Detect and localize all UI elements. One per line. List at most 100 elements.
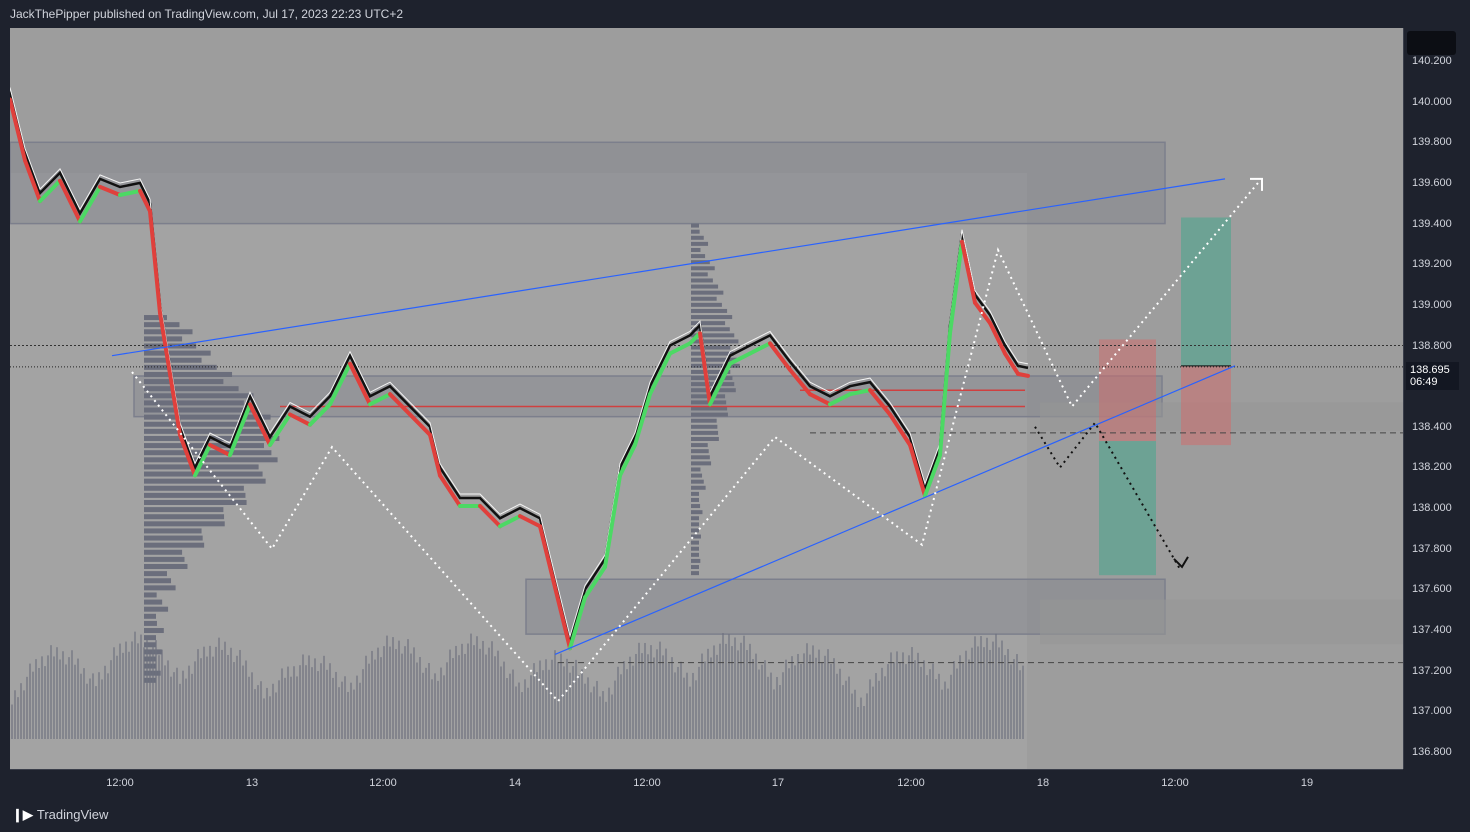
trend-ma-segment (828, 392, 852, 407)
volume-profile-bar (144, 457, 278, 463)
volume-profile-bar (691, 485, 706, 490)
volume-profile-bar (144, 499, 247, 505)
trend-ma-segment (923, 453, 942, 498)
trend-ma-segment (568, 595, 587, 651)
trendline (554, 365, 1236, 655)
trend-ma-segment (788, 367, 812, 397)
trend-ma-segment (158, 310, 172, 376)
volume-profile-bar (144, 585, 176, 591)
volume-profile-bar (691, 436, 719, 441)
price-tick-label: 138.000 (1412, 502, 1452, 515)
trend-ma-segment (908, 442, 927, 498)
price-tick-label: 139.200 (1412, 258, 1452, 271)
trend-ma-segment (178, 432, 197, 478)
volume-profile-bar (691, 473, 703, 478)
trend-ma-segment (538, 524, 557, 590)
volume-profile-bar (691, 565, 699, 570)
time-tick-label: 14 (508, 777, 522, 789)
chart-settings-box[interactable] (1407, 31, 1456, 55)
volume-profile-bar (691, 534, 701, 539)
trend-ma-segment (368, 392, 392, 407)
volume-profile-bar (691, 467, 701, 472)
volume-profile-bar (691, 430, 719, 435)
volume-profile-bar (691, 357, 737, 362)
trend-ma-segment (193, 442, 212, 478)
short-stop-box (1099, 339, 1156, 442)
time-tick-label: 18 (1036, 777, 1050, 789)
trend-ma-segment (698, 331, 712, 407)
trend-ma-segment (768, 341, 792, 372)
trend-ma-segment (138, 188, 152, 214)
volume-profile-bar (691, 510, 703, 515)
volume-profile-bar (691, 540, 699, 545)
volume-profile-bar (691, 333, 735, 338)
volume-profile-bar (691, 290, 724, 295)
volume-profile-bar (144, 379, 224, 385)
volume-profile-bar (144, 350, 211, 356)
volume-profile-bar (691, 247, 701, 252)
time-axis[interactable]: 12:00 13 12:00 14 12:00 17 12:00 18 12:00 19 (10, 769, 1403, 797)
trend-ma-segment (633, 392, 652, 447)
trend-ma-segment (988, 321, 1007, 356)
publisher-text: JackThePipper published on TradingView.c… (10, 7, 404, 21)
trend-ma-segment (808, 392, 832, 407)
trend-ma-segment (98, 184, 122, 198)
volume-profile-bar (691, 315, 733, 320)
arrow-head (1250, 177, 1263, 191)
volume-profile-bar (144, 556, 185, 562)
volume-profile-bar (144, 620, 157, 626)
trend-ma-segment (118, 188, 142, 198)
time-tick-label: 12:00 (897, 777, 925, 789)
volume-profile-bar (691, 272, 708, 277)
trend-ma-segment (1016, 371, 1030, 378)
last-price-value: 138.695 (1410, 364, 1450, 376)
volume-profile-bar (691, 528, 699, 533)
price-tick-label: 138.800 (1412, 339, 1452, 352)
time-tick-label: 12:00 (633, 777, 661, 789)
brand-label: TradingView (36, 807, 109, 822)
trend-ma-segment (408, 412, 432, 437)
volume-profile-bar (691, 339, 739, 344)
chart-plot-area[interactable]: USDJPY, 15 U.S. Dollar / Japanese Yen (10, 28, 1403, 769)
price-tick-label: 140.000 (1412, 95, 1452, 108)
trend-ma-segment (948, 239, 964, 336)
volume-profile-bar (144, 642, 156, 648)
volume-profile-bar (691, 418, 717, 423)
trend-ma-segment (10, 97, 27, 163)
volume-profile-bar (144, 421, 259, 427)
volume-profile-bar (691, 345, 731, 350)
trend-ma-segment (848, 388, 872, 397)
long-target-box (1181, 217, 1231, 366)
bar-countdown: 06:49 (1410, 376, 1438, 388)
price-tick-label: 139.600 (1412, 176, 1452, 189)
volume-profile-bar (691, 351, 734, 356)
volume-profile-bar (144, 578, 172, 584)
trend-ma-segment (268, 412, 292, 447)
time-tick-label: 13 (245, 777, 259, 789)
volume-profile-bar (691, 363, 740, 368)
price-axis[interactable]: 140.200 140.000 139.800 139.600 139.400 139.2… (1403, 28, 1461, 769)
volume-profile-bar (144, 386, 239, 392)
volume-profile-bar (144, 635, 156, 641)
arrow-head (1173, 556, 1189, 569)
volume-profile-bar (144, 564, 188, 570)
trend-ma-segment (348, 361, 372, 407)
volume-profile-bar (691, 382, 735, 387)
footer: ❙▶ TradingView (0, 796, 1470, 832)
volume-profile-bar (144, 329, 193, 335)
volume-profile-bar (691, 522, 699, 527)
price-tick-label: 137.800 (1412, 542, 1452, 555)
price-chart[interactable] (10, 28, 1403, 769)
volume-profile-bar (691, 497, 699, 502)
volume-profile-bar (144, 400, 244, 406)
session-shade (10, 173, 1027, 769)
trend-ma-segment (228, 402, 252, 458)
volume-profile-bar (144, 371, 233, 377)
price-tick-label: 137.400 (1412, 624, 1452, 637)
last-price-tag: 138.695 06:49 (1406, 362, 1459, 390)
volume-profile-bar (144, 315, 167, 321)
volume-profile-bar (144, 492, 246, 498)
price-tick-label: 139.800 (1412, 136, 1452, 149)
volume-profile-bar (144, 364, 217, 370)
tradingview-logo[interactable]: ❙▶ TradingView (12, 807, 108, 823)
